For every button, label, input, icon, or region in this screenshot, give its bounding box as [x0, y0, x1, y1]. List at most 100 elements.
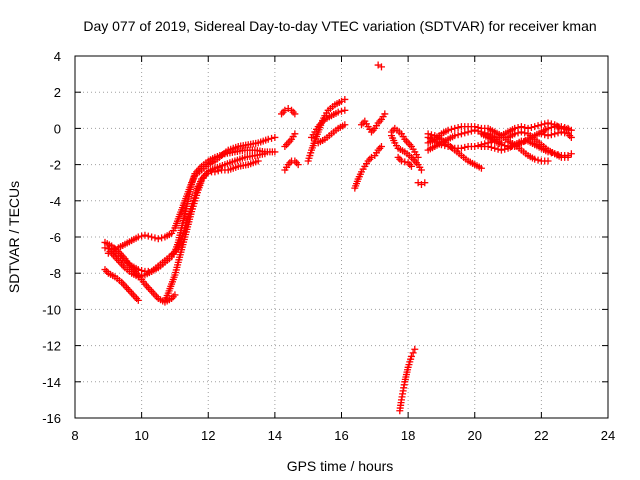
data-point: [511, 130, 519, 138]
x-tick-label: 24: [601, 428, 615, 443]
data-point: [341, 95, 349, 103]
series-arc-7: [278, 104, 299, 118]
series-arc-19: [396, 345, 419, 415]
data-point: [554, 129, 562, 137]
y-tick-label: -2: [49, 158, 61, 173]
data-point: [414, 153, 422, 161]
data-point: [427, 131, 435, 139]
x-tick-label: 22: [534, 428, 548, 443]
data-point: [517, 128, 525, 136]
data-point: [409, 349, 417, 357]
data-point: [487, 143, 495, 151]
y-tick-label: 0: [54, 121, 61, 136]
data-point: [268, 134, 276, 142]
data-point: [541, 131, 549, 139]
data-point: [537, 121, 545, 129]
data-point: [557, 128, 565, 136]
data-point: [101, 244, 109, 252]
data-point: [411, 345, 419, 353]
data-point: [534, 156, 542, 164]
series-arc-6: [161, 157, 262, 304]
data-point: [291, 130, 299, 138]
data-point: [544, 132, 552, 140]
data-point: [134, 273, 142, 281]
x-tick-label: 8: [71, 428, 78, 443]
data-point: [338, 107, 345, 115]
data-point: [501, 145, 509, 153]
y-tick-label: -14: [42, 375, 61, 390]
data-point: [454, 131, 462, 139]
series-arc-28: [537, 128, 575, 141]
x-tick-label: 12: [201, 428, 215, 443]
series-arc-13: [351, 143, 385, 192]
series-arc-10: [304, 95, 349, 165]
x-tick-label: 16: [334, 428, 348, 443]
data-point: [421, 179, 429, 187]
x-tick-label: 20: [468, 428, 482, 443]
x-tick-label: 14: [268, 428, 282, 443]
data-point: [454, 123, 462, 131]
data-point: [464, 128, 472, 136]
series-arc-24: [424, 130, 485, 172]
data-point: [491, 144, 499, 152]
data-point: [144, 232, 152, 240]
data-point: [417, 166, 425, 174]
series-arc-17: [387, 124, 422, 161]
data-point: [138, 272, 146, 280]
data-point: [561, 129, 569, 137]
data-point: [148, 233, 156, 241]
series-arc-5: [104, 133, 279, 257]
data-point: [447, 125, 455, 133]
series-arc-9: [281, 130, 299, 150]
x-axis-label: GPS time / hours: [287, 458, 394, 474]
data-point: [141, 231, 149, 239]
data-point: [547, 131, 555, 139]
data-point: [474, 142, 482, 150]
series-arc-12: [314, 121, 349, 147]
data-point: [541, 120, 549, 128]
data-point: [271, 133, 279, 141]
series-arc-4: [101, 266, 142, 304]
data-point: [261, 150, 269, 158]
data-point: [567, 150, 575, 158]
y-tick-label: -4: [49, 194, 61, 209]
y-tick-label: -10: [42, 302, 61, 317]
data-point: [397, 157, 405, 165]
data-point: [537, 130, 545, 138]
data-point: [334, 108, 342, 116]
data-point: [377, 63, 385, 71]
plot-frame: [74, 55, 609, 419]
data-point: [341, 106, 349, 114]
series-arc-27: [504, 128, 572, 161]
data-point: [381, 110, 389, 118]
data-point: [134, 233, 142, 241]
data-point: [494, 145, 502, 153]
data-point: [457, 144, 465, 152]
y-tick-label: 4: [54, 49, 61, 64]
data-point: [111, 245, 119, 253]
series-arc-20: [414, 179, 429, 189]
data-point: [341, 121, 349, 129]
data-point: [158, 234, 166, 242]
x-tick-label: 18: [401, 428, 415, 443]
data-point: [547, 123, 555, 131]
data-point: [134, 296, 142, 304]
data-point: [467, 127, 475, 135]
data-point: [461, 129, 469, 137]
data-point: [551, 130, 559, 138]
data-point: [294, 161, 302, 169]
data-point: [471, 143, 479, 150]
data-point: [484, 143, 492, 150]
data-point: [534, 122, 542, 130]
data-point: [407, 162, 415, 170]
data-point: [477, 164, 485, 172]
data-point: [527, 123, 535, 131]
data-point: [407, 352, 415, 360]
data-point: [514, 129, 522, 137]
data-point: [544, 157, 552, 165]
data-point: [264, 135, 272, 143]
data-point: [214, 167, 222, 175]
data-point: [171, 291, 179, 299]
